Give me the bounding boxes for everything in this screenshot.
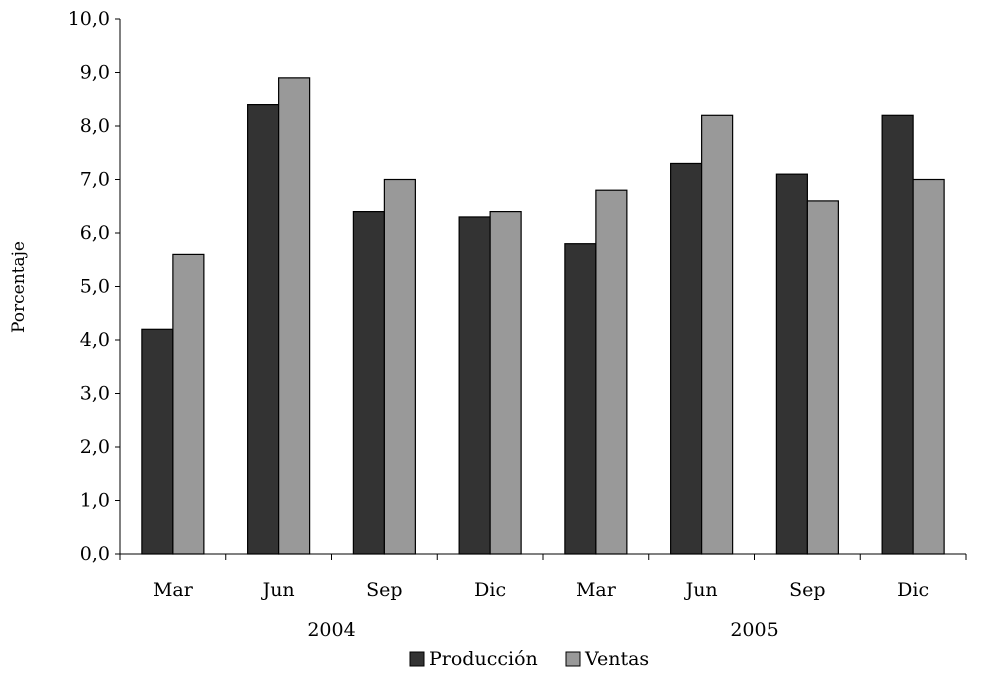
y-tick-label: 1,0 [80,490,110,512]
bar-produccion [247,103,280,555]
bar-produccion [458,216,491,555]
bar-produccion [352,211,385,555]
x-axis-labels: Mar Jun Sep Dic Mar Jun Sep Dic [153,579,929,601]
bars [141,77,945,555]
axes [119,19,967,560]
legend: Producción Ventas [409,648,649,670]
x-category-label: Dic [897,579,929,601]
x-category-label: Jun [261,579,295,601]
y-tick-label: 0,0 [80,543,110,565]
y-axis-title: Porcentaje [9,241,29,333]
year-group-label: 2005 [730,619,778,641]
bar-produccion [141,328,174,555]
y-tick-label: 2,0 [80,436,110,458]
y-tick-label: 9,0 [80,62,110,84]
bar-ventas [912,178,945,555]
legend-label-produccion: Producción [429,648,538,670]
bar-produccion [564,243,597,555]
legend-swatch-ventas [565,651,581,667]
x-category-label: Jun [684,579,718,601]
y-tick-label: 10,0 [68,8,110,30]
bar-ventas [701,114,734,555]
x-category-label: Dic [474,579,506,601]
x-category-label: Mar [576,579,617,601]
y-axis-ticks: 0,0 1,0 2,0 3,0 4,0 5,0 6,0 7,0 8,0 9,0 10,0 [68,8,120,565]
bar-produccion [881,114,914,555]
bar-ventas [806,200,839,555]
y-tick-label: 5,0 [80,276,110,298]
y-tick-label: 3,0 [80,383,110,405]
y-tick-label: 7,0 [80,169,110,191]
bar-ventas [489,211,522,555]
x-category-label: Mar [153,579,194,601]
x-category-label: Sep [366,579,402,601]
y-axis-title-group: Porcentaje [9,241,29,333]
bar-ventas [172,253,205,555]
bar-produccion [670,162,703,555]
year-labels: 2004 2005 [307,619,778,641]
y-tick-label: 8,0 [80,115,110,137]
y-tick-label: 4,0 [80,329,110,351]
bar-ventas [278,77,311,555]
bar-ventas [595,189,628,555]
bar-produccion [775,173,808,555]
legend-label-ventas: Ventas [584,648,649,670]
bar-ventas [383,178,416,555]
x-category-label: Sep [789,579,825,601]
y-tick-label: 6,0 [80,222,110,244]
legend-swatch-produccion [409,651,425,667]
year-group-label: 2004 [307,619,355,641]
